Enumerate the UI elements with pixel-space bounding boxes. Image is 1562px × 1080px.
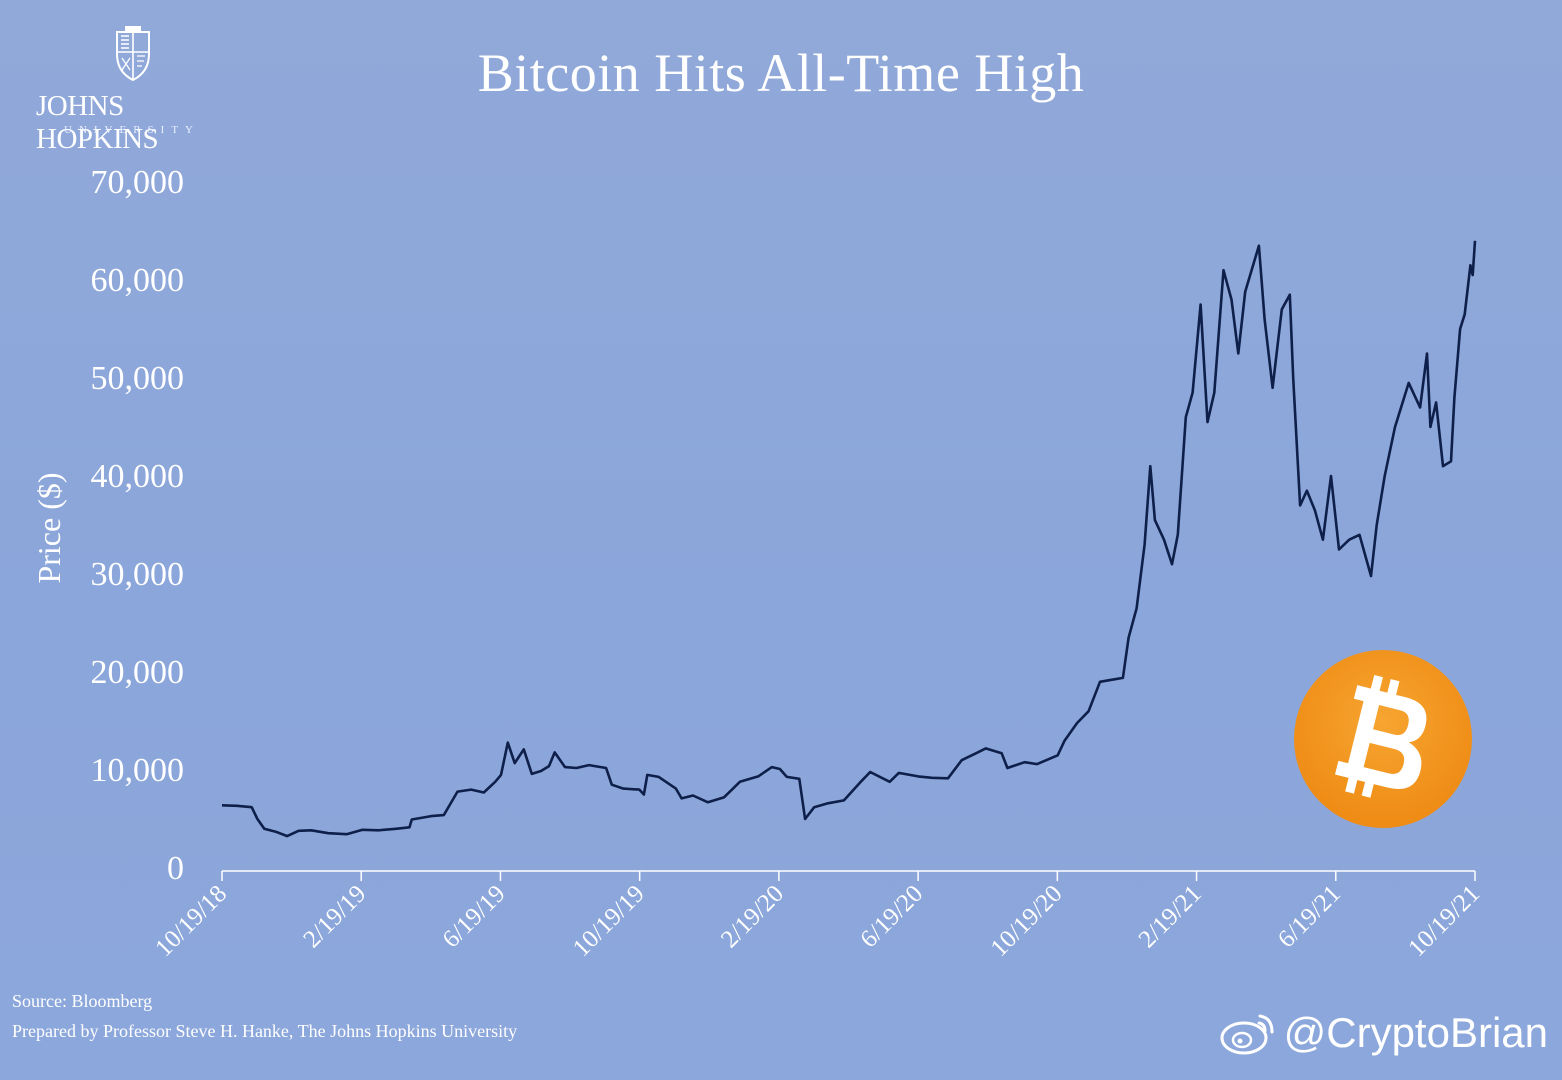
- y-tick-label: 60,000: [91, 262, 185, 299]
- prepared-by-note: Prepared by Professor Steve H. Hanke, Th…: [12, 1021, 518, 1041]
- x-tick-label: 6/19/21: [1273, 880, 1346, 953]
- x-tick-label: 10/19/19: [568, 880, 650, 962]
- x-tick-label: 10/19/18: [150, 880, 232, 962]
- x-tick-label: 6/19/20: [855, 880, 928, 953]
- y-tick-label: 50,000: [91, 360, 185, 397]
- x-tick-label: 10/19/21: [1403, 880, 1485, 962]
- chart-title: Bitcoin Hits All-Time High: [477, 43, 1085, 103]
- y-tick-label: 40,000: [91, 458, 185, 495]
- price-series-line: [221, 240, 1477, 838]
- x-tick-label: 2/19/20: [716, 880, 789, 953]
- y-tick-label: 30,000: [91, 556, 185, 593]
- johns-hopkins-logo: JOHNS HOPKINS UNIVERSITY: [28, 24, 248, 155]
- watermark-text: @CryptoBrian: [1283, 1009, 1548, 1056]
- series-layer: [221, 240, 1477, 838]
- logo-line1: JOHNS HOPKINS: [36, 90, 159, 155]
- y-tick-label: 70,000: [91, 164, 185, 201]
- source-note: Source: Bloomberg: [12, 991, 153, 1011]
- x-tick-label: 2/19/19: [298, 880, 371, 953]
- johns-hopkins-shield-icon: [116, 26, 150, 82]
- y-axis-label: Price ($): [31, 472, 67, 583]
- y-tick-label: 10,000: [91, 752, 185, 789]
- y-tick-label: 0: [167, 850, 184, 887]
- y-axis: 0 10,000 20,000 30,000 40,000 50,000 60,000 70,…: [91, 164, 185, 887]
- watermark: @CryptoBrian: [1218, 1008, 1548, 1058]
- weibo-icon: [1220, 1014, 1274, 1055]
- bitcoin-icon: [1294, 650, 1472, 828]
- x-tick-label: 10/19/20: [986, 880, 1068, 962]
- x-axis: 10/19/18 2/19/19 6/19/19 10/19/19 2/19/20 6/1…: [150, 870, 1485, 962]
- x-tick-label: 6/19/19: [438, 880, 511, 953]
- y-tick-label: 20,000: [91, 654, 185, 691]
- x-tick-label: 2/19/21: [1134, 880, 1207, 953]
- logo-line2: UNIVERSITY: [64, 124, 200, 136]
